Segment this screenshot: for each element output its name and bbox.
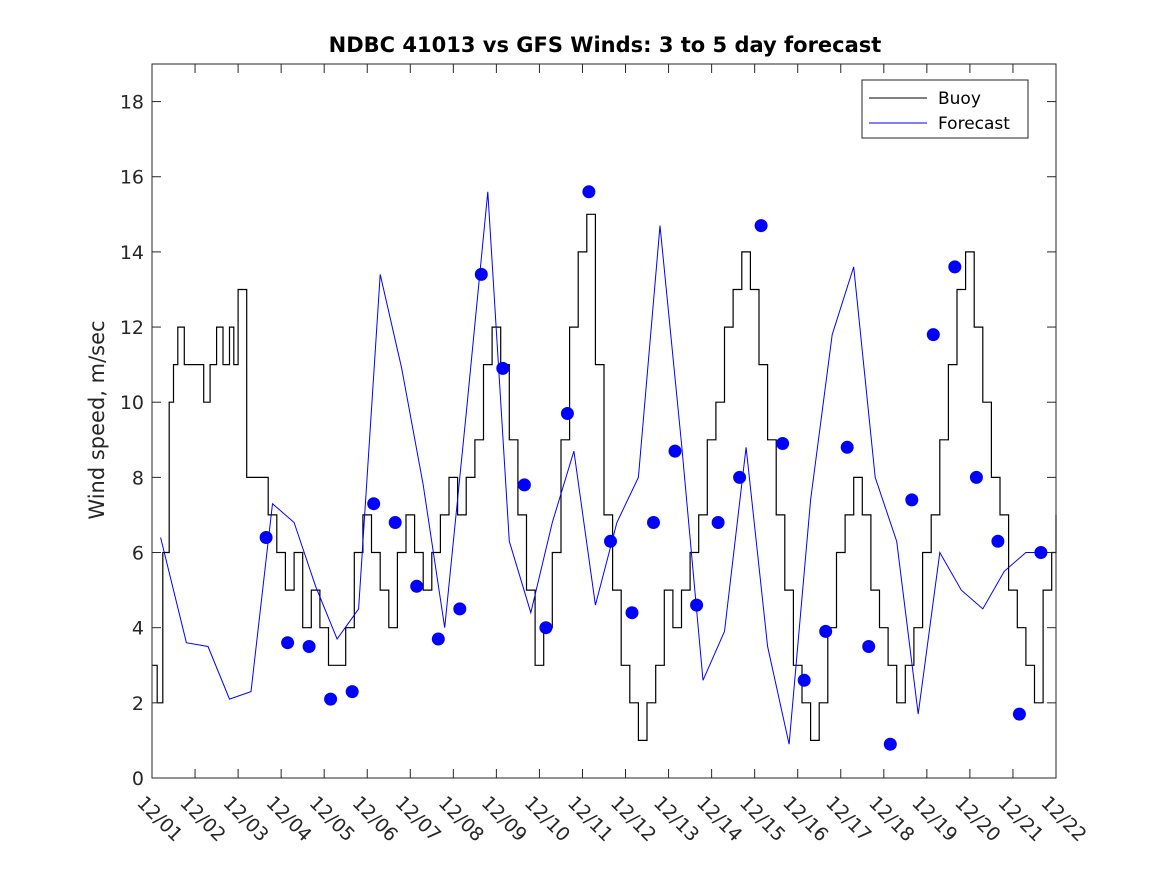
forecast-point: [969, 470, 983, 484]
y-tick-label: 16: [120, 167, 144, 189]
forecast-point: [367, 497, 381, 511]
legend-box: [861, 79, 1029, 139]
forecast-point: [905, 493, 919, 507]
y-axis-label: Wind speed, m/sec: [85, 320, 109, 519]
forecast-point: [668, 444, 682, 458]
forecast-point: [926, 328, 940, 342]
forecast-point: [754, 219, 768, 233]
forecast-point: [1034, 546, 1048, 559]
forecast-point: [259, 531, 273, 544]
forecast-point: [1012, 707, 1026, 721]
y-tick-label: 8: [132, 467, 144, 489]
series-layer: [152, 185, 1057, 751]
y-tick-label: 0: [132, 768, 144, 790]
forecast-point: [883, 737, 897, 751]
forecast-point: [733, 470, 747, 484]
forecast-point: [281, 636, 295, 650]
forecast-point: [991, 534, 1005, 548]
forecast-point: [711, 516, 725, 529]
y-tick-label: 2: [132, 693, 144, 715]
forecast-point: [862, 640, 876, 653]
forecast-point: [776, 437, 790, 450]
forecast-point: [474, 267, 488, 281]
y-tick-label: 10: [120, 392, 144, 414]
forecast-point: [324, 692, 338, 706]
y-tick-label: 14: [120, 242, 144, 264]
forecast-point: [517, 478, 531, 492]
forecast-point: [388, 516, 402, 529]
legend-buoy-label: Buoy: [938, 89, 981, 109]
forecast-point: [496, 361, 510, 375]
forecast-point: [539, 621, 553, 635]
y-tick-label: 6: [132, 543, 144, 565]
forecast-series-line: [160, 191, 1048, 745]
forecast-point: [302, 640, 316, 653]
buoy-series-line: [152, 213, 1057, 741]
forecast-point: [948, 260, 962, 274]
forecast-point: [647, 516, 660, 529]
forecast-point: [410, 579, 424, 593]
forecast-point: [625, 606, 639, 620]
legend: Buoy Forecast: [861, 79, 1029, 139]
forecast-point: [453, 602, 467, 616]
forecast-point: [797, 673, 811, 687]
forecast-point: [604, 534, 617, 548]
forecast-point: [431, 632, 445, 646]
y-tick-label: 4: [132, 618, 144, 640]
chart-title: NDBC 41013 vs GFS Winds: 3 to 5 day fore…: [329, 33, 882, 57]
forecast-point: [690, 598, 704, 612]
forecast-point: [345, 685, 359, 699]
forecast-point: [840, 440, 854, 454]
forecast-point: [582, 185, 596, 199]
forecast-point: [560, 407, 574, 420]
legend-forecast-label: Forecast: [938, 114, 1010, 134]
y-tick-label: 18: [120, 92, 144, 114]
axes-box: [151, 63, 1057, 779]
y-tick-label: 12: [120, 317, 144, 339]
forecast-point: [819, 624, 833, 638]
